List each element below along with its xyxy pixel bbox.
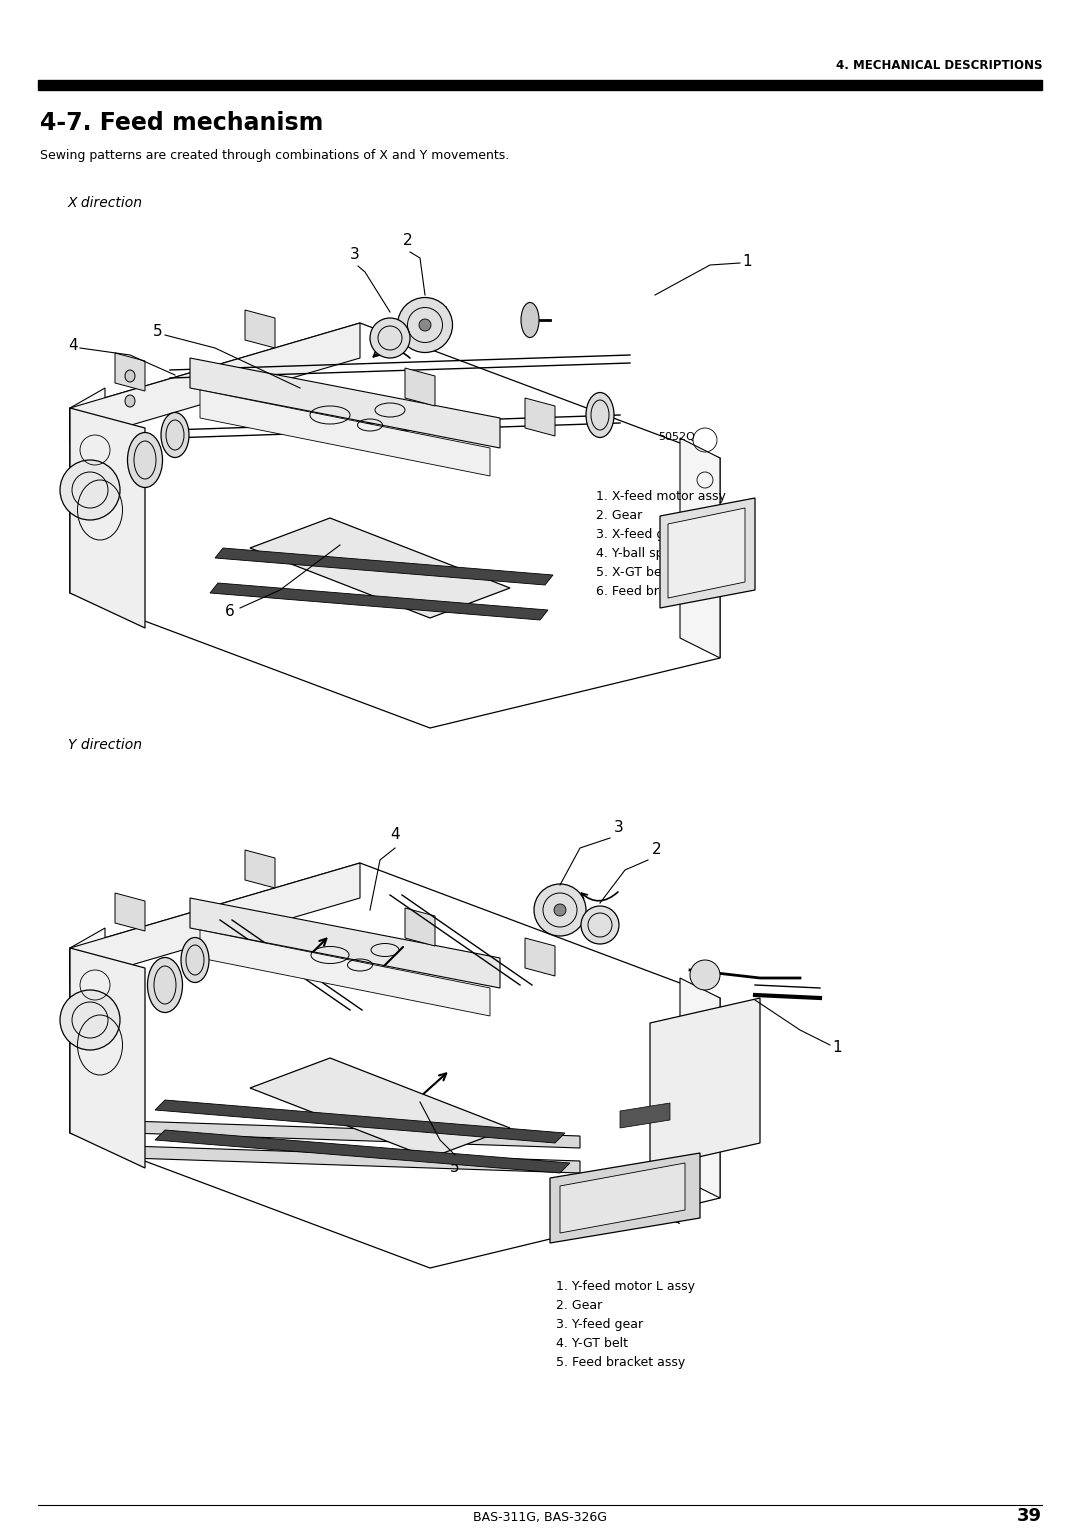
Ellipse shape (161, 413, 189, 457)
Text: 5053Q: 5053Q (645, 1215, 681, 1225)
Circle shape (690, 960, 720, 990)
Polygon shape (550, 1154, 700, 1242)
Text: 5. X-GT belt: 5. X-GT belt (596, 565, 670, 579)
Bar (38, 79, 1042, 90)
Polygon shape (130, 1146, 580, 1174)
Text: 1: 1 (742, 255, 752, 269)
Text: 4. Y-ball spline: 4. Y-ball spline (596, 547, 686, 559)
Text: 4: 4 (390, 827, 400, 842)
Polygon shape (70, 863, 360, 983)
Ellipse shape (127, 432, 162, 487)
Text: 1: 1 (832, 1041, 841, 1056)
Polygon shape (249, 518, 510, 617)
Ellipse shape (581, 906, 619, 944)
Ellipse shape (521, 303, 539, 338)
Circle shape (60, 460, 120, 520)
Text: 4. Y-GT belt: 4. Y-GT belt (556, 1337, 627, 1351)
Text: 3: 3 (350, 248, 360, 261)
Ellipse shape (370, 318, 410, 358)
Text: 6: 6 (226, 605, 235, 619)
Text: 1. Y-feed motor L assy: 1. Y-feed motor L assy (556, 1280, 696, 1293)
Ellipse shape (148, 958, 183, 1013)
Text: 2. Gear: 2. Gear (556, 1299, 603, 1313)
Ellipse shape (419, 319, 431, 332)
Text: 5052Q: 5052Q (658, 432, 694, 442)
Text: 2: 2 (403, 232, 413, 248)
Polygon shape (680, 439, 720, 659)
Ellipse shape (125, 370, 135, 382)
Polygon shape (190, 358, 500, 448)
Ellipse shape (397, 298, 453, 353)
Ellipse shape (181, 938, 210, 983)
Polygon shape (114, 892, 145, 931)
Polygon shape (660, 498, 755, 608)
Polygon shape (114, 353, 145, 391)
Text: BAS-311G, BAS-326G: BAS-311G, BAS-326G (473, 1511, 607, 1525)
Text: 4-7. Feed mechanism: 4-7. Feed mechanism (40, 112, 323, 134)
Polygon shape (156, 1100, 565, 1143)
Polygon shape (156, 1131, 570, 1174)
Polygon shape (200, 390, 490, 477)
Ellipse shape (125, 396, 135, 406)
Polygon shape (210, 584, 548, 620)
Polygon shape (249, 1057, 510, 1158)
Ellipse shape (586, 393, 615, 437)
Text: 5: 5 (450, 1160, 460, 1175)
Text: 4. MECHANICAL DESCRIPTIONS: 4. MECHANICAL DESCRIPTIONS (836, 60, 1042, 72)
Polygon shape (561, 1163, 685, 1233)
Polygon shape (215, 549, 553, 585)
Text: 3: 3 (615, 821, 624, 834)
Polygon shape (245, 850, 275, 888)
Polygon shape (620, 1103, 670, 1128)
Text: 2. Gear: 2. Gear (596, 509, 643, 523)
Polygon shape (525, 397, 555, 435)
Text: Sewing patterns are created through combinations of X and Y movements.: Sewing patterns are created through comb… (40, 150, 510, 162)
Text: 39: 39 (1017, 1507, 1042, 1525)
Text: 6. Feed bracket X: 6. Feed bracket X (596, 585, 705, 597)
Text: Y direction: Y direction (68, 738, 141, 752)
Text: 4: 4 (68, 338, 78, 353)
Polygon shape (405, 368, 435, 406)
Ellipse shape (534, 885, 586, 937)
Polygon shape (70, 408, 145, 628)
Text: 3. X-feed gear: 3. X-feed gear (596, 529, 685, 541)
Text: 1. X-feed motor assy: 1. X-feed motor assy (596, 490, 726, 503)
Polygon shape (525, 938, 555, 976)
Polygon shape (245, 310, 275, 348)
Polygon shape (70, 927, 105, 1132)
Polygon shape (200, 931, 490, 1016)
Text: X direction: X direction (68, 196, 143, 209)
Ellipse shape (554, 905, 566, 915)
Text: 3. Y-feed gear: 3. Y-feed gear (556, 1319, 643, 1331)
Polygon shape (680, 978, 720, 1198)
Polygon shape (70, 322, 360, 443)
Polygon shape (650, 998, 760, 1167)
Circle shape (60, 990, 120, 1050)
Polygon shape (70, 388, 105, 593)
Text: 2: 2 (652, 842, 662, 857)
Polygon shape (405, 908, 435, 946)
Text: 5. Feed bracket assy: 5. Feed bracket assy (556, 1355, 685, 1369)
Polygon shape (669, 507, 745, 597)
Polygon shape (190, 898, 500, 989)
Polygon shape (130, 1122, 580, 1148)
Polygon shape (70, 947, 145, 1167)
Text: 5: 5 (152, 324, 162, 339)
